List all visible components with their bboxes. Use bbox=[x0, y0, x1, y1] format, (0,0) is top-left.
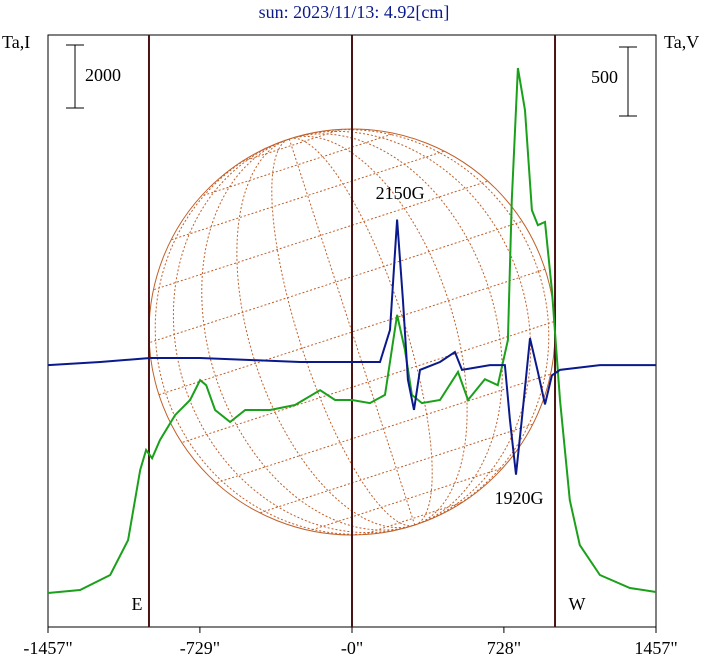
series-line bbox=[47, 219, 656, 475]
series-name: Ta,V bbox=[664, 32, 699, 52]
longitude-line bbox=[271, 137, 433, 527]
x-tick-label: -729" bbox=[180, 638, 220, 658]
x-tick-label: 728" bbox=[487, 638, 521, 658]
x-tick-label: -1457" bbox=[23, 638, 72, 658]
annotation: 2150G bbox=[376, 183, 425, 203]
x-tick-label: -0" bbox=[341, 638, 363, 658]
scale-bar-label: 500 bbox=[591, 67, 618, 87]
series-line bbox=[47, 67, 657, 594]
chart-title: sun: 2023/11/13: 4.92[cm] bbox=[259, 2, 450, 22]
annotation: 1920G bbox=[494, 488, 543, 508]
x-tick-label: 1457" bbox=[634, 638, 677, 658]
longitude-line bbox=[201, 133, 503, 531]
series-name: Ta,I bbox=[2, 32, 30, 52]
limb-label: E bbox=[131, 594, 142, 614]
limb-label: W bbox=[569, 594, 586, 614]
scale-bar-label: 2000 bbox=[85, 65, 121, 85]
